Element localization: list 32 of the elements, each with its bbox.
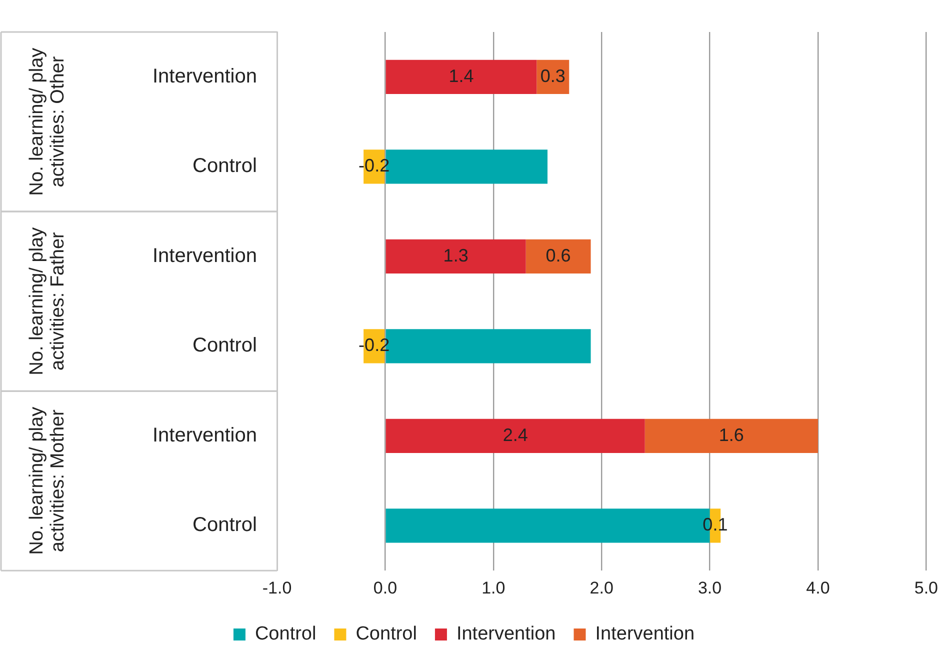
- legend-label: Intervention: [595, 624, 695, 645]
- legend-label: Control: [356, 624, 417, 645]
- bar: [644, 418, 818, 454]
- y-tick-label: Intervention: [152, 244, 257, 267]
- data-label: 1.6: [718, 424, 744, 445]
- x-tick-label: 5.0: [914, 578, 938, 598]
- text: No. learning/ play activities: Mother: [26, 406, 69, 555]
- y-tick-label: Intervention: [152, 65, 257, 88]
- x-tick-label: 1.0: [482, 578, 506, 598]
- y-tick-label: Control: [192, 334, 257, 357]
- y-tick-label: Intervention: [152, 424, 257, 446]
- data-label: 1.3: [443, 245, 468, 266]
- x-tick-label: 4.0: [806, 578, 830, 598]
- x-tick-label: 3.0: [698, 578, 722, 598]
- legend-label: Intervention: [456, 624, 556, 645]
- legend-label: Control: [254, 624, 316, 645]
- x-tick-label: 0.0: [373, 578, 398, 598]
- text: No. learning/ play activities: Father: [26, 226, 69, 376]
- y-tick-label: Control: [192, 155, 257, 178]
- text: No. learning/ play activities: Other: [26, 47, 69, 196]
- data-label: 2.4: [502, 424, 528, 445]
- x-tick-label: -1.0: [262, 578, 292, 598]
- bar: [386, 239, 526, 274]
- data-label: 0.3: [540, 66, 566, 86]
- data-label: 1.4: [448, 66, 474, 86]
- data-label: 0.1: [702, 514, 728, 535]
- x-tick-label: 2.0: [590, 578, 614, 598]
- bar: [526, 239, 591, 274]
- bar: [386, 60, 537, 94]
- bar: [386, 418, 645, 454]
- y-tick-label: Control: [192, 514, 257, 536]
- data-label: 0.6: [546, 245, 571, 266]
